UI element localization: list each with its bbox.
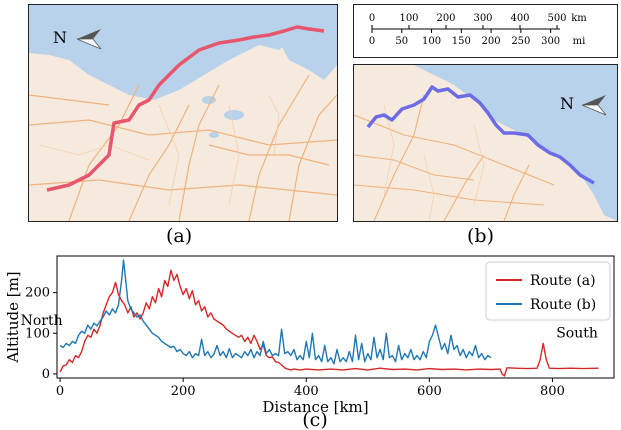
y-tick-label: 0 bbox=[42, 367, 50, 382]
map-a-lake bbox=[202, 96, 216, 104]
annotation-south: South bbox=[556, 325, 598, 341]
scale-km-ticks: 0 100 200 300 400 500 km bbox=[369, 13, 587, 29]
scale-mi-tick-label: 200 bbox=[482, 36, 501, 47]
legend-entry: Route (a) bbox=[530, 273, 596, 289]
scale-km-tick-label: 200 bbox=[436, 13, 455, 24]
route-a-path bbox=[46, 25, 325, 192]
map-b-roads bbox=[354, 94, 555, 221]
scale-km-tick-label: 500 bbox=[547, 13, 566, 24]
x-tick-label: 400 bbox=[294, 384, 319, 399]
map-a-water bbox=[29, 5, 337, 100]
north-arrow-icon bbox=[76, 29, 102, 50]
panel-label-a: (a) bbox=[166, 225, 193, 247]
map-a-lake bbox=[224, 110, 244, 120]
scale-bar: 0 100 200 300 400 500 km 0 50 100 150 200 250 300 mi bbox=[353, 4, 618, 58]
panel-label-b: (b) bbox=[467, 225, 494, 247]
y-tick-label: 200 bbox=[25, 286, 50, 301]
map-b-canvas: N bbox=[354, 65, 617, 221]
scale-mi-tick-label: 300 bbox=[541, 36, 560, 47]
scale-mi-ticks: 0 50 100 150 200 250 300 mi bbox=[369, 29, 586, 47]
scale-km-tick-label: 300 bbox=[473, 13, 492, 24]
annotation-north: North bbox=[21, 313, 63, 329]
scale-km-tick-label: 100 bbox=[399, 13, 418, 24]
series-line-route-a bbox=[59, 269, 599, 377]
map-route-a: N bbox=[28, 4, 338, 222]
x-tick-label: 0 bbox=[56, 384, 64, 399]
scale-km-tick-label: 0 bbox=[369, 13, 375, 24]
plot-frame bbox=[56, 255, 615, 379]
x-tick-label: 600 bbox=[417, 384, 442, 399]
scale-km-tick-label: 400 bbox=[510, 13, 529, 24]
y-tick-label: 100 bbox=[25, 326, 50, 341]
y-axis-label: Altitude [m] bbox=[4, 271, 22, 363]
scale-mi-tick-label: 150 bbox=[452, 36, 471, 47]
map-b-water bbox=[414, 65, 617, 221]
legend-box bbox=[485, 261, 611, 321]
scale-bar-canvas: 0 100 200 300 400 500 km 0 50 100 150 200 250 300 mi bbox=[369, 13, 587, 47]
scale-mi-unit: mi bbox=[573, 36, 586, 47]
legend: Route (a) Route (b) bbox=[485, 261, 611, 321]
series-line-route-b bbox=[59, 259, 492, 365]
scale-mi-tick-label: 0 bbox=[369, 36, 375, 47]
scale-mi-tick-label: 100 bbox=[422, 36, 441, 47]
map-a-water-east bbox=[259, 5, 337, 80]
scale-km-unit: km bbox=[571, 13, 587, 24]
map-a-canvas: N bbox=[29, 5, 337, 221]
north-label: N bbox=[53, 28, 67, 47]
route-b-path bbox=[366, 85, 595, 185]
scale-mi-tick-label: 50 bbox=[395, 36, 408, 47]
x-tick-label: 200 bbox=[171, 384, 196, 399]
map-a-lake bbox=[209, 132, 219, 138]
north-label: N bbox=[560, 94, 574, 113]
scale-mi-tick-label: 250 bbox=[511, 36, 530, 47]
altitude-profile-chart: 0 200 400 600 800 0 100 200 North South Distance [… bbox=[4, 255, 615, 430]
map-route-b: N bbox=[353, 64, 618, 222]
plot-area: 0 200 400 600 800 0 100 200 North South Distance [… bbox=[4, 255, 615, 430]
x-tick-label: 800 bbox=[540, 384, 565, 399]
north-arrow-icon bbox=[581, 95, 607, 116]
panel-label-c: (c) bbox=[302, 409, 327, 430]
legend-entry: Route (b) bbox=[530, 297, 596, 313]
x-axis-label: Distance [km] bbox=[262, 398, 368, 416]
